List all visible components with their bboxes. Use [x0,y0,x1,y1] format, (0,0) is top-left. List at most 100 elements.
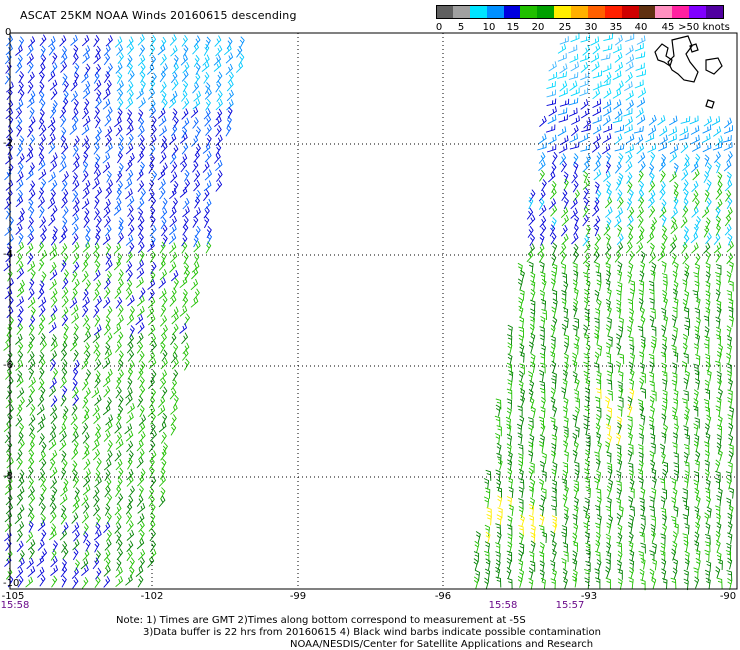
wind-barb [695,296,701,309]
wind-barb [603,106,612,117]
wind-barb [38,450,46,463]
wind-barb [657,115,666,126]
wind-barb [127,377,133,390]
wind-barb [728,306,734,318]
wind-barb [39,233,47,245]
wind-barb [704,569,711,582]
wind-barb [94,251,100,264]
wind-barb [594,224,600,237]
wind-barb [473,551,480,563]
wind-barb [683,443,690,455]
wind-barb [117,52,124,64]
wind-barb [161,98,168,111]
wind-barb [614,34,623,46]
wind-barb [647,143,657,153]
wind-barb [629,478,635,491]
wind-barb [170,333,177,346]
wind-barb [159,70,166,83]
wind-barb [168,242,177,254]
wind-barb [541,396,546,409]
wind-barb [683,451,689,464]
legend-swatch [571,5,589,18]
wind-barb [6,126,14,139]
wind-barb [563,171,569,184]
wind-barb [5,493,13,506]
wind-barb [539,551,545,563]
wind-barb [615,360,622,373]
wind-barb [496,514,502,526]
wind-barb [202,161,210,173]
wind-barb [83,342,90,355]
wind-barb [27,198,34,211]
wind-barb [105,397,112,409]
wind-barb [662,523,668,536]
wind-barb [572,371,578,384]
wind-barb [714,477,721,489]
wind-barb [104,114,112,127]
wind-barb [694,280,700,293]
wind-barb [117,108,123,121]
wind-barb [81,358,89,370]
wind-barb [625,144,634,154]
wind-barb [28,477,34,490]
wind-barb [39,206,45,219]
wind-barb [50,205,58,217]
wind-barb [160,81,167,93]
wind-barb [717,377,722,390]
wind-barb [16,214,25,226]
wind-barb [661,488,668,500]
wind-barb [160,162,168,174]
wind-barb [69,123,78,135]
wind-barb [103,521,111,534]
wind-barb [617,269,623,282]
wind-barb [629,288,635,300]
wind-barb [116,188,122,201]
wind-barb [73,98,79,111]
wind-barb [92,439,100,451]
wind-barb [28,189,36,201]
wind-barb [39,280,45,293]
wind-barb [518,486,524,499]
wind-barb [563,440,569,453]
wind-barb [48,43,56,56]
wind-barb [95,116,101,129]
wind-barb [668,115,678,126]
wind-barb [182,349,189,361]
wind-barb [628,262,634,275]
wind-barb [603,123,613,133]
wind-barb [4,198,12,210]
wind-barb [28,414,36,426]
wind-barb [15,223,23,236]
wind-barb [572,414,578,427]
wind-barb [115,512,122,525]
wind-barb [684,317,691,329]
wind-barb [594,317,600,329]
wind-barb [585,343,591,356]
wind-barb [51,100,58,112]
wind-barb [61,558,67,571]
wind-barb [640,372,646,384]
wind-barb [538,159,546,172]
wind-barb [105,179,114,191]
wind-barb [673,196,679,210]
wind-barb [126,341,134,354]
wind-barb [726,343,733,356]
wind-barb [16,54,23,67]
wind-barb [648,114,657,126]
wind-barb [662,397,668,409]
legend-swatch [537,5,555,18]
wind-barb [626,232,634,245]
wind-barb [71,213,79,226]
wind-barb [5,108,14,120]
wind-barb [585,224,591,237]
wind-barb [92,486,100,499]
wind-barb [694,540,700,552]
wind-barb [70,34,78,46]
wind-barb [715,326,721,339]
wind-barb [118,395,124,408]
wind-barb [73,529,80,542]
wind-barb [538,152,546,164]
wind-barb [204,82,211,95]
wind-barb [583,415,589,427]
wind-barb [126,475,134,487]
